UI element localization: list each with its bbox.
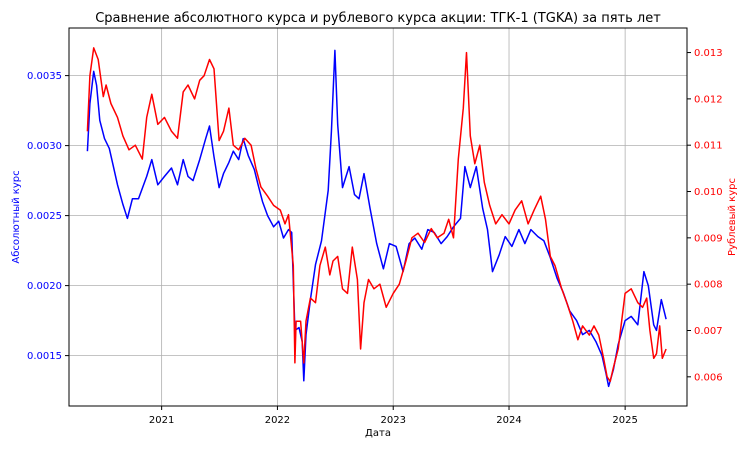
x-tick-label: 2025 — [612, 415, 637, 426]
y-axis-right-label: Рублевый курс — [727, 178, 738, 256]
y-axis-right: 0.006 0.007 0.008 0.009 0.010 0.011 0.012 0.013 — [687, 48, 723, 383]
y-axis-left-label: Абсолютный курс — [11, 170, 22, 263]
y-left-tick-label: 0.0030 — [27, 141, 62, 152]
y-left-tick-label: 0.0020 — [27, 281, 62, 292]
y-right-tick-label: 0.013 — [694, 48, 723, 59]
series-layer — [86, 47, 667, 388]
y-right-tick-label: 0.009 — [694, 233, 723, 244]
y-right-tick-label: 0.008 — [694, 280, 723, 291]
x-tick-label: 2022 — [265, 415, 290, 426]
y-right-tick-label: 0.006 — [694, 372, 723, 383]
y-right-tick-label: 0.011 — [694, 141, 723, 152]
chart-title: Сравнение абсолютного курса и рублевого … — [95, 11, 661, 26]
y-right-tick-label: 0.012 — [694, 94, 723, 105]
series-line-ruble — [86, 47, 667, 383]
y-left-tick-label: 0.0025 — [27, 211, 62, 222]
y-right-tick-label: 0.007 — [694, 326, 723, 337]
x-tick-label: 2023 — [381, 415, 406, 426]
plot-frame — [68, 27, 688, 407]
y-axis-left: 0.0015 0.0020 0.0025 0.0030 0.0035 — [27, 71, 69, 362]
x-tick-label: 2021 — [149, 415, 174, 426]
x-axis: 2021 2022 2023 2024 2025 — [149, 406, 638, 426]
y-left-tick-label: 0.0035 — [27, 71, 62, 82]
x-tick-label: 2024 — [496, 415, 521, 426]
grid — [69, 28, 687, 406]
y-right-tick-label: 0.010 — [694, 187, 723, 198]
y-left-tick-label: 0.0015 — [27, 351, 62, 362]
x-axis-label: Дата — [365, 428, 391, 439]
